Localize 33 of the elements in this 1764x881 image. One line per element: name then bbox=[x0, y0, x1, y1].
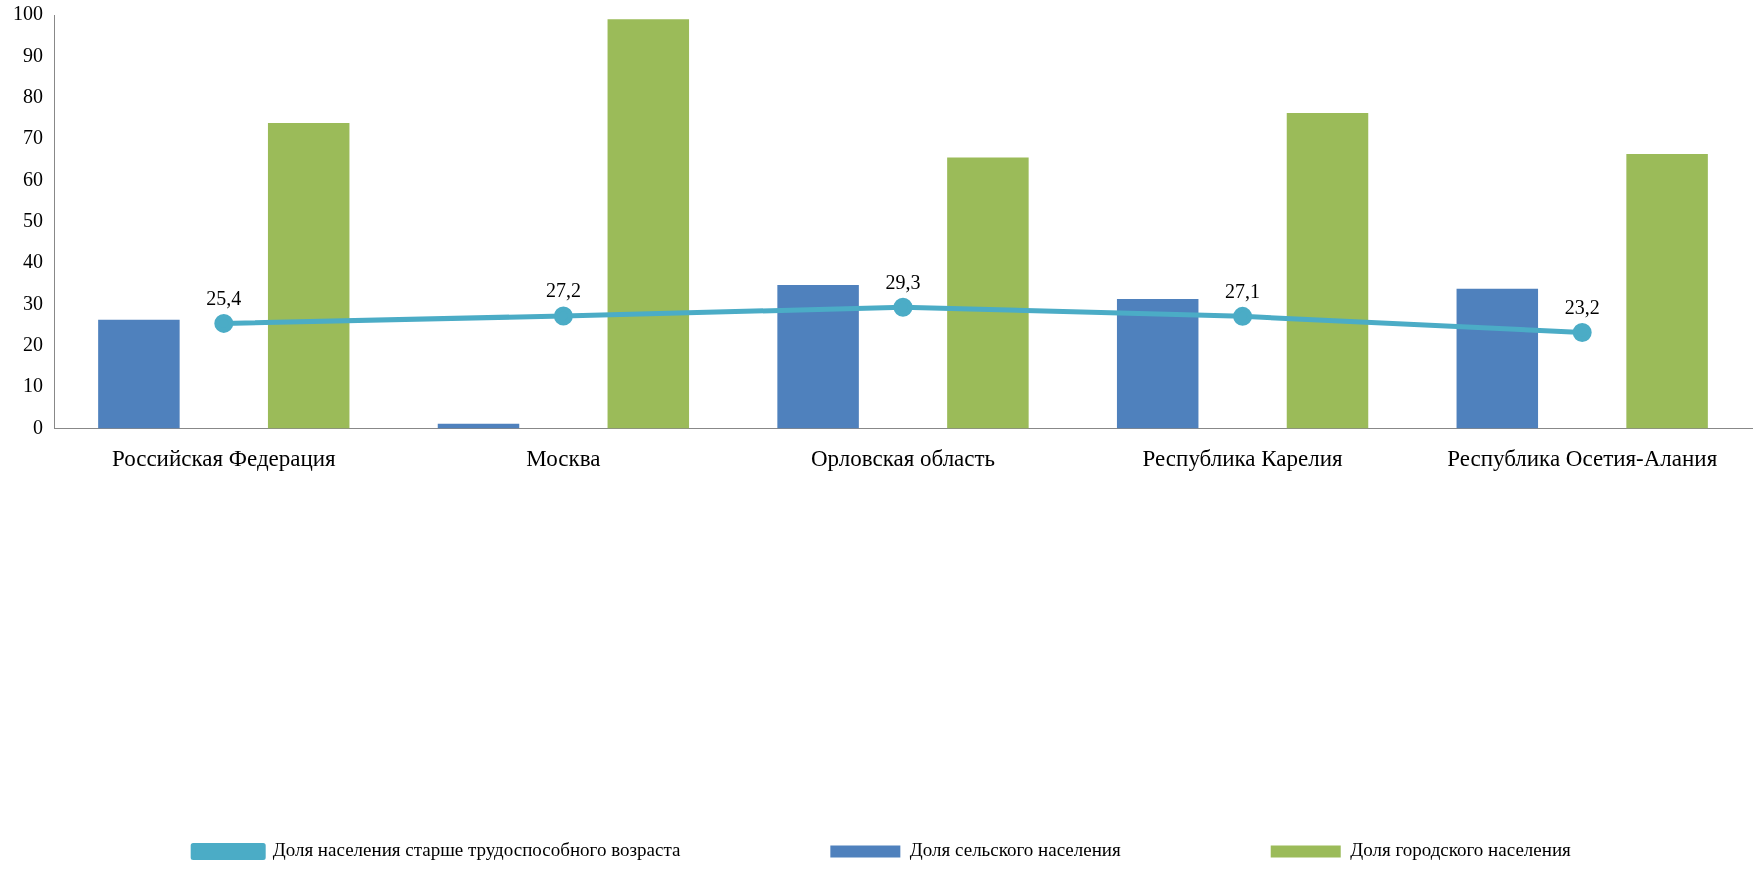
data-label: 27,1 bbox=[1225, 279, 1261, 302]
y-tick-label: 20 bbox=[23, 332, 43, 355]
legend-label: Доля сельского населения bbox=[909, 839, 1121, 861]
bar bbox=[1286, 112, 1369, 429]
y-tick-label: 40 bbox=[23, 250, 43, 273]
y-tick-label: 0 bbox=[33, 415, 43, 438]
x-tick-label: Республика Карелия bbox=[1142, 446, 1344, 472]
bar bbox=[947, 157, 1029, 429]
bar bbox=[607, 19, 690, 429]
y-tick-label: 80 bbox=[23, 84, 43, 107]
data-label: 25,4 bbox=[206, 286, 242, 309]
x-tick-label: Российская Федерация bbox=[111, 446, 337, 472]
data-label: 29,3 bbox=[885, 270, 921, 293]
x-tick-label: Москва bbox=[526, 446, 601, 472]
data-label: 27,2 bbox=[545, 279, 581, 302]
legend-label: Доля городского населения bbox=[1350, 839, 1572, 861]
y-tick-label: 90 bbox=[23, 43, 43, 66]
y-tick-label: 10 bbox=[23, 374, 43, 397]
legend-label: Доля населения старше трудоспособного возраста bbox=[272, 839, 681, 861]
y-tick-label: 30 bbox=[23, 291, 43, 314]
bar bbox=[98, 319, 180, 429]
y-tick-label: 70 bbox=[23, 126, 43, 149]
bar bbox=[1626, 153, 1708, 429]
bar bbox=[267, 122, 350, 429]
y-tick-label: 50 bbox=[23, 208, 43, 231]
x-tick-label: Республика Осетия-Алания bbox=[1447, 446, 1718, 472]
y-tick-label: 100 bbox=[13, 2, 43, 25]
data-label: 23,2 bbox=[1564, 295, 1600, 318]
bar bbox=[777, 284, 859, 429]
bar bbox=[1456, 288, 1539, 429]
bar bbox=[1116, 299, 1199, 429]
x-tick-label: Орловская область bbox=[810, 446, 996, 472]
y-tick-label: 60 bbox=[23, 167, 43, 190]
